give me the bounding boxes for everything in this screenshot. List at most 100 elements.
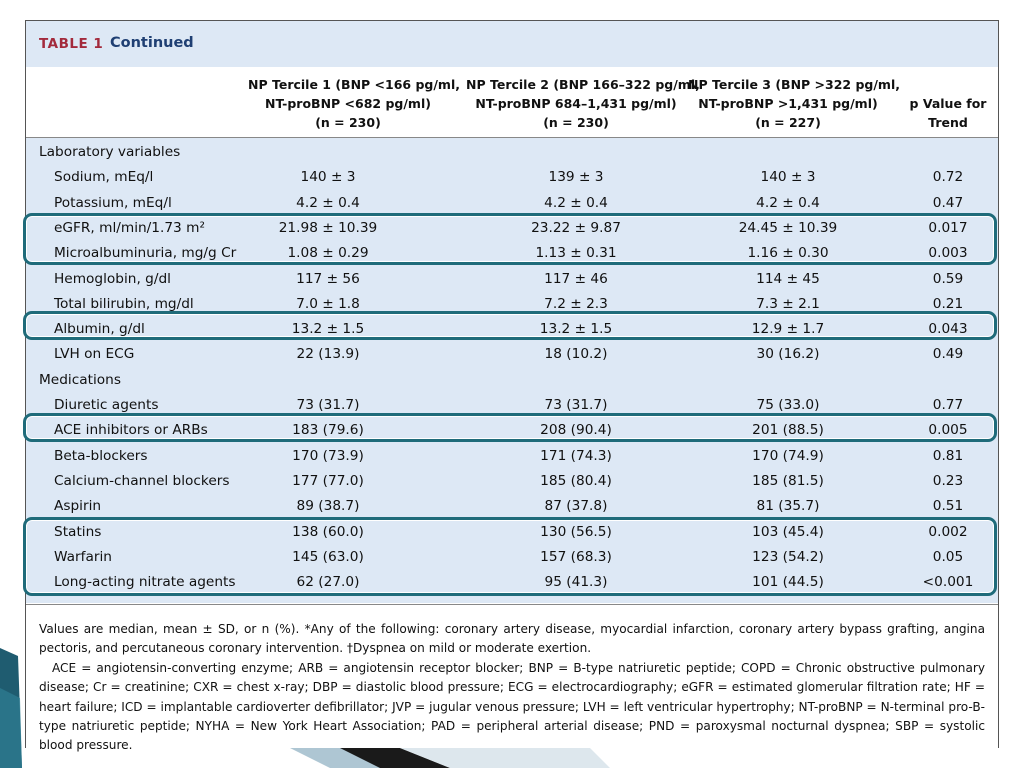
highlight-box-albumin (23, 311, 997, 340)
tercile-3-value: 24.45 ± 10.39 (738, 219, 838, 236)
row-label: Beta-blockers (54, 447, 148, 464)
table-footnotes: Values are median, mean ± SD, or n (%). … (26, 604, 998, 752)
row-label: eGFR, ml/min/1.73 m² (54, 219, 205, 236)
p-value: 0.21 (932, 295, 964, 312)
p-value: 0.59 (932, 270, 964, 287)
header-text: p Value for (909, 96, 987, 111)
tercile-1-value: 117 ± 56 (296, 270, 360, 287)
table-row: Statins 138 (60.0) 130 (56.5) 103 (45.4) 0.0… (26, 520, 998, 545)
p-value: 0.72 (932, 169, 964, 186)
p-value: <0.001 (922, 574, 974, 591)
row-label: ACE inhibitors or ARBs (54, 422, 208, 439)
tercile-3-value: 7.3 ± 2.1 (756, 295, 820, 312)
p-value: 0.017 (928, 219, 968, 236)
tercile-2-value: 157 (68.3) (540, 548, 612, 565)
tercile-2-value: 185 (80.4) (540, 472, 612, 489)
tercile-1-value: 4.2 ± 0.4 (296, 194, 360, 211)
tercile-1-value: 73 (31.7) (296, 397, 360, 413)
table-row: eGFR, ml/min/1.73 m² 21.98 ± 10.39 23.22 ±… (26, 216, 998, 241)
tercile-1-value: 145 (63.0) (292, 548, 364, 565)
row-label: Calcium-channel blockers (54, 472, 230, 489)
header-text: (n = 227) (755, 115, 821, 130)
table-row: Beta-blockers 170 (73.9) 171 (74.3) 170 (74… (26, 444, 998, 469)
tercile-3-value: 30 (16.2) (756, 346, 820, 363)
tercile-1-value: 62 (27.0) (296, 574, 360, 591)
tercile-2-value: 13.2 ± 1.5 (539, 321, 613, 338)
tercile-1-value: 138 (60.0) (292, 523, 364, 540)
tercile-1-value: 89 (38.7) (296, 498, 360, 515)
p-value: 0.005 (928, 422, 968, 439)
table-row: Albumin, g/dl 13.2 ± 1.5 13.2 ± 1.5 12.9 ± … (26, 317, 998, 342)
tercile-3-value: 12.9 ± 1.7 (751, 321, 825, 338)
row-label: Albumin, g/dl (54, 321, 145, 338)
table-row: Diuretic agents 73 (31.7) 73 (31.7) 75 (33.… (26, 393, 998, 418)
table-row: Aspirin 89 (38.7) 87 (37.8) 81 (35.7) 0.51 (26, 494, 998, 519)
tercile-1-value: 22 (13.9) (296, 346, 360, 363)
header-text: (n = 230) (543, 115, 609, 130)
table-row: Potassium, mEq/l 4.2 ± 0.4 4.2 ± 0.4 4.2 ± … (26, 191, 998, 216)
highlight-box-egfr-microalbuminuria (23, 213, 997, 265)
header-text: Trend (928, 115, 968, 130)
tercile-2-value: 139 ± 3 (548, 169, 604, 186)
footnote-values: Values are median, mean ± SD, or n (%). … (39, 622, 985, 656)
table-row: Hemoglobin, g/dl 117 ± 56 117 ± 46 114 ± 45… (26, 267, 998, 292)
tercile-3-value: 123 (54.2) (752, 548, 824, 565)
table-row: Total bilirubin, mg/dl 7.0 ± 1.8 7.2 ± 2.3… (26, 292, 998, 317)
tercile-1-value: 170 (73.9) (292, 447, 364, 464)
section-header-row: Laboratory variables (26, 140, 998, 165)
slide-bottom-decoration (290, 748, 610, 768)
section-header-row: Medications (26, 368, 998, 393)
tercile-2-value: 171 (74.3) (540, 447, 612, 464)
table-row: Long-acting nitrate agents 62 (27.0) 95 (4… (26, 570, 998, 595)
row-label: Diuretic agents (54, 397, 159, 413)
row-label: Long-acting nitrate agents (54, 574, 236, 591)
table-header: NP Tercile 1 (BNP <166 pg/ml, NT-proBNP … (26, 67, 998, 138)
tercile-2-value: 23.22 ± 9.87 (531, 219, 621, 236)
row-label: Potassium, mEq/l (54, 194, 172, 211)
tercile-3-value: 185 (81.5) (752, 472, 824, 489)
tercile-3-value: 101 (44.5) (752, 574, 824, 591)
p-value: 0.002 (928, 523, 968, 540)
table-row: Calcium-channel blockers 177 (77.0) 185 (8… (26, 469, 998, 494)
row-label: Warfarin (54, 548, 112, 565)
tercile-3-value: 4.2 ± 0.4 (756, 194, 820, 211)
tercile-3-value: 170 (74.9) (752, 447, 824, 464)
p-value: 0.003 (928, 245, 968, 262)
table-row: Sodium, mEq/l 140 ± 3 139 ± 3 140 ± 3 0.72 (26, 165, 998, 190)
p-value: 0.49 (932, 346, 964, 363)
tercile-2-value: 18 (10.2) (544, 346, 608, 363)
tercile-1-value: 21.98 ± 10.39 (278, 219, 378, 236)
tercile-1-value: 177 (77.0) (292, 472, 364, 489)
row-label: Microalbuminuria, mg/g Cr (54, 245, 237, 262)
slide-corner-decoration (0, 648, 22, 768)
highlight-box-statins-warfarin-nitrates (23, 517, 997, 596)
row-label: Hemoglobin, g/dl (54, 270, 171, 287)
header-tercile-1: NP Tercile 1 (BNP <166 pg/ml, NT-proBNP … (248, 75, 460, 132)
header-text: (n = 230) (315, 115, 381, 130)
row-label: Aspirin (54, 498, 102, 515)
p-value: 0.043 (928, 321, 968, 338)
header-text: NP Tercile 1 (BNP <166 pg/ml, (248, 77, 460, 92)
tercile-3-value: 140 ± 3 (760, 169, 816, 186)
header-tercile-2: NP Tercile 2 (BNP 166–322 pg/ml, NT-proB… (466, 75, 700, 132)
tercile-2-value: 4.2 ± 0.4 (544, 194, 608, 211)
tercile-3-value: 114 ± 45 (756, 270, 820, 287)
tercile-1-value: 1.08 ± 0.29 (287, 245, 369, 262)
tercile-2-value: 7.2 ± 2.3 (544, 295, 608, 312)
tercile-3-value: 1.16 ± 0.30 (747, 245, 829, 262)
tercile-3-value: 103 (45.4) (752, 523, 824, 540)
header-p-value: p Value for Trend (901, 94, 995, 132)
tercile-2-value: 87 (37.8) (544, 498, 608, 515)
header-text: NT-proBNP >1,431 pg/ml) (698, 96, 878, 111)
header-tercile-3: NP Tercile 3 (BNP >322 pg/ml, NT-proBNP … (688, 75, 900, 132)
row-label: Total bilirubin, mg/dl (54, 295, 194, 312)
table-title-bar: TABLE 1 Continued (26, 21, 998, 67)
tercile-1-value: 183 (79.6) (292, 422, 364, 439)
footnote-abbreviations: ACE = angiotensin-converting enzyme; ARB… (39, 661, 985, 753)
table-frame: TABLE 1 Continued NP Tercile 1 (BNP <166… (25, 20, 999, 752)
table-row: Microalbuminuria, mg/g Cr 1.08 ± 0.29 1.13… (26, 241, 998, 266)
tercile-3-value: 201 (88.5) (752, 422, 824, 439)
tercile-3-value: 81 (35.7) (756, 498, 820, 515)
p-value: 0.77 (932, 397, 964, 413)
p-value: 0.51 (932, 498, 964, 515)
